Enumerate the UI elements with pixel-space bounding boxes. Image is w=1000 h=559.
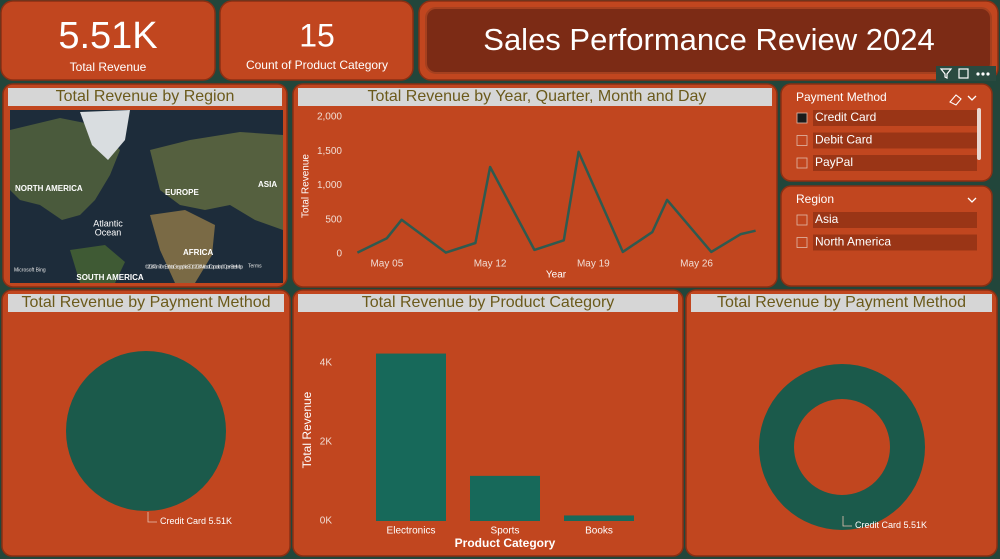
map-label: ASIA: [258, 180, 277, 189]
y-tick-label: 0K: [320, 516, 333, 527]
eraser-icon[interactable]: [949, 94, 962, 106]
chevron-icon[interactable]: [967, 95, 977, 101]
data-label: Credit Card 5.51K: [160, 516, 232, 526]
slicer-item[interactable]: PayPal: [815, 155, 853, 169]
x-tick-label: May 26: [680, 259, 713, 270]
more-icon[interactable]: [986, 72, 990, 76]
title-bar: [298, 294, 678, 312]
map-label: NORTH AMERICA: [15, 184, 83, 193]
land: [150, 132, 283, 230]
slicer-item-bg: [813, 110, 977, 126]
y-tick-label: 2,000: [317, 112, 342, 123]
slicer-item[interactable]: North America: [815, 235, 891, 249]
slicer-item[interactable]: Asia: [815, 212, 839, 226]
x-tick-label: Sports: [491, 526, 520, 537]
map-label: Ocean: [95, 227, 122, 237]
x-axis-title: Year: [546, 270, 567, 281]
value-label: 5.51K: [904, 520, 928, 530]
category-label: Credit Card: [160, 516, 206, 526]
y-axis-title: Total Revenue: [301, 154, 312, 218]
data-label: Credit Card 5.51K: [855, 520, 927, 530]
bar[interactable]: [470, 475, 540, 521]
scrollbar: [977, 108, 981, 160]
map-label: SOUTH AMERICA: [76, 273, 143, 282]
map-label: Atlantic: [93, 218, 123, 228]
y-tick-label: 1,500: [317, 146, 342, 157]
y-tick-label: 0: [336, 249, 342, 260]
checkbox[interactable]: [796, 214, 808, 226]
donut-panel: [685, 289, 998, 557]
x-tick-label: Electronics: [387, 526, 436, 537]
title-bar: [8, 88, 282, 106]
x-tick-label: May 05: [370, 259, 403, 270]
land: [150, 210, 215, 283]
x-tick-label: Books: [585, 526, 613, 537]
category-label: Credit Card: [855, 520, 901, 530]
checkbox[interactable]: [796, 112, 808, 124]
more-icon[interactable]: [981, 72, 985, 76]
checkbox[interactable]: [796, 237, 808, 248]
slicer-item-bg: [813, 234, 977, 251]
map-label: EUROPE: [165, 188, 199, 197]
focus-icon[interactable]: [958, 68, 969, 79]
slicer-title: Payment Method: [796, 90, 887, 104]
more-icon[interactable]: [976, 72, 980, 76]
land: [80, 110, 130, 160]
slicer-item-bg: [813, 132, 977, 149]
x-tick-label: May 19: [577, 259, 610, 270]
map[interactable]: [10, 110, 283, 283]
donut-slice[interactable]: [759, 364, 925, 530]
value-label: 5.51K: [209, 516, 233, 526]
line-panel: [292, 83, 778, 288]
card: [0, 0, 216, 81]
visual-title: Total Revenue by Year, Quarter, Month an…: [368, 88, 707, 105]
slicer-item[interactable]: Credit Card: [815, 110, 876, 124]
leader-line: [842, 516, 852, 527]
y-tick-label: 2K: [320, 436, 333, 447]
chevron-icon[interactable]: [967, 197, 977, 203]
x-tick-label: May 12: [474, 259, 507, 270]
visual-toolbar[interactable]: [936, 66, 996, 81]
y-tick-label: 1,000: [317, 180, 342, 191]
card: [219, 0, 414, 81]
checkbox[interactable]: [796, 157, 808, 169]
map-attribution: Microsoft Bing: [14, 267, 46, 273]
visual-title: Total Revenue by Product Category: [362, 294, 615, 311]
title-bar: [298, 88, 772, 106]
page-title: Sales Performance Review 2024: [483, 22, 934, 57]
card-label: Total Revenue: [70, 60, 147, 74]
y-tick-label: 500: [325, 214, 342, 225]
map-attribution: © 2024 TomTom, Earthstar Geographics SIO…: [145, 263, 243, 270]
filter-icon[interactable]: [939, 68, 953, 79]
checkbox[interactable]: [796, 135, 808, 146]
slicer-item[interactable]: Debit Card: [815, 133, 872, 147]
card-value: 15: [299, 17, 335, 53]
card-value: 5.51K: [58, 15, 157, 57]
map-attribution: Terms: [248, 263, 262, 269]
leader-line: [147, 512, 157, 523]
x-axis-title: Product Category: [455, 536, 556, 550]
pie-slice[interactable]: [66, 351, 226, 511]
map-label: AFRICA: [183, 248, 213, 257]
header-box: [425, 7, 992, 74]
slicer-item-bg: [813, 155, 977, 171]
visual-title: Total Revenue by Payment Method: [21, 294, 270, 311]
y-axis-title: Total Revenue: [300, 391, 314, 468]
bar[interactable]: [564, 515, 634, 521]
visual-title: Total Revenue by Region: [56, 88, 235, 105]
bar[interactable]: [376, 353, 446, 521]
title-bar: [691, 294, 992, 312]
slicer-title: Region: [796, 192, 834, 206]
card-label: Count of Product Category: [246, 58, 388, 72]
visual-title: Total Revenue by Payment Method: [717, 294, 966, 311]
y-tick-label: 4K: [320, 357, 333, 368]
slicer-item-bg: [813, 212, 977, 228]
land: [70, 245, 125, 283]
title-bar: [8, 294, 284, 312]
line: [356, 150, 756, 254]
